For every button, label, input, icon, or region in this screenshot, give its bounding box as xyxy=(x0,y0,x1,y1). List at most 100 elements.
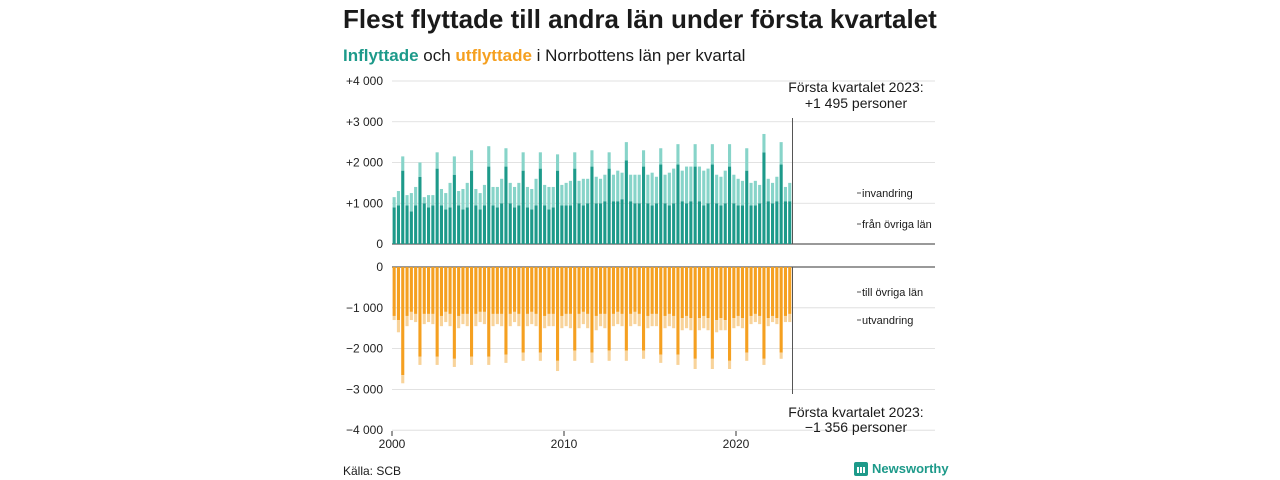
bar-out-lan xyxy=(513,267,517,312)
bar-out-utvandring xyxy=(603,313,607,329)
bar-in-lan xyxy=(624,160,628,244)
bar-out-utvandring xyxy=(392,315,396,321)
bar-out-utvandring xyxy=(543,315,547,329)
label-invandring: invandring xyxy=(862,188,913,200)
bar-in-invandring xyxy=(448,182,452,208)
bar-in-lan xyxy=(629,201,633,244)
bar-out-lan xyxy=(560,267,564,316)
bar-out-utvandring xyxy=(607,350,611,361)
bar-in-lan xyxy=(530,209,534,244)
bar-out-utvandring xyxy=(745,352,749,361)
bar-in-lan xyxy=(431,205,435,244)
bar-in-invandring xyxy=(500,178,504,204)
bar-out-utvandring xyxy=(611,313,615,327)
bar-out-utvandring xyxy=(667,313,671,327)
bar-out-utvandring xyxy=(495,313,499,325)
bar-in-lan xyxy=(396,205,400,244)
bar-in-lan xyxy=(461,209,465,244)
bar-in-invandring xyxy=(766,178,770,202)
bar-out-lan xyxy=(728,267,732,361)
bar-in-lan xyxy=(672,203,676,244)
bar-in-lan xyxy=(448,207,452,244)
bar-out-utvandring xyxy=(616,311,620,325)
bar-in-invandring xyxy=(405,195,409,206)
bar-out-lan xyxy=(740,267,744,318)
bar-out-lan xyxy=(736,267,740,316)
bar-out-utvandring xyxy=(693,358,697,369)
bar-in-lan xyxy=(422,203,426,244)
bar-in-invandring xyxy=(762,133,766,153)
bar-out-utvandring xyxy=(766,318,770,327)
bar-out-utvandring xyxy=(736,315,740,327)
bar-in-lan xyxy=(659,164,663,244)
bar-out-utvandring xyxy=(500,313,504,327)
bar-in-lan xyxy=(783,201,787,244)
bar-in-invandring xyxy=(745,148,749,171)
bar-out-utvandring xyxy=(551,313,555,327)
bar-out-lan xyxy=(702,267,706,316)
bar-out-lan xyxy=(461,267,465,314)
bar-in-invandring xyxy=(444,193,448,210)
bar-out-lan xyxy=(706,267,710,318)
bar-out-utvandring xyxy=(581,311,585,325)
bar-out-utvandring xyxy=(749,315,753,325)
bar-out-utvandring xyxy=(457,315,461,329)
bar-in-invandring xyxy=(474,188,478,206)
x-tick-label: 2010 xyxy=(551,437,578,451)
bar-in-lan xyxy=(633,203,637,244)
bar-in-invandring xyxy=(654,176,658,204)
subtitle-inflyttade: Inflyttade xyxy=(343,46,419,65)
bar-out-utvandring xyxy=(594,315,598,331)
bar-out-utvandring xyxy=(568,313,572,329)
bar-in-lan xyxy=(693,166,697,244)
bar-in-invandring xyxy=(633,174,637,204)
bar-in-lan xyxy=(620,199,624,244)
bar-out-lan xyxy=(517,267,521,314)
bar-out-utvandring xyxy=(654,313,658,327)
bar-out-utvandring xyxy=(706,318,710,331)
bar-in-invandring xyxy=(599,178,603,204)
x-tick-label: 2000 xyxy=(379,437,406,451)
bar-in-lan xyxy=(771,203,775,244)
bar-in-lan xyxy=(491,205,495,244)
bar-in-lan xyxy=(740,205,744,244)
bar-in-invandring xyxy=(556,154,560,171)
top-y-tick-label: +3 000 xyxy=(346,115,383,129)
bar-out-utvandring xyxy=(564,313,568,327)
bar-in-invandring xyxy=(749,182,753,206)
bar-in-invandring xyxy=(642,150,646,167)
bar-in-invandring xyxy=(551,186,555,208)
bar-out-lan xyxy=(689,267,693,318)
bar-in-lan xyxy=(732,203,736,244)
bar-out-lan xyxy=(590,267,594,353)
bar-in-lan xyxy=(414,205,418,244)
bar-out-lan xyxy=(581,267,585,312)
bar-out-lan xyxy=(414,267,418,314)
bar-out-lan xyxy=(457,267,461,316)
bar-out-utvandring xyxy=(452,358,456,367)
bar-in-invandring xyxy=(723,170,727,204)
bar-out-lan xyxy=(487,267,491,357)
bar-in-invandring xyxy=(710,144,714,165)
bar-out-utvandring xyxy=(422,313,426,325)
bar-out-utvandring xyxy=(659,354,663,363)
bar-out-utvandring xyxy=(758,315,762,325)
bar-out-utvandring xyxy=(478,311,482,323)
bottom-y-tick-label: −2 000 xyxy=(346,342,383,356)
bar-out-lan xyxy=(753,267,757,314)
bar-out-lan xyxy=(444,267,448,312)
bar-in-invandring xyxy=(594,176,598,204)
bar-out-utvandring xyxy=(414,313,418,323)
bar-in-lan xyxy=(465,207,469,244)
bar-out-lan xyxy=(783,267,787,316)
bar-in-invandring xyxy=(495,186,499,208)
bar-out-utvandring xyxy=(418,356,422,365)
bar-in-invandring xyxy=(409,193,413,212)
bar-in-invandring xyxy=(779,142,783,165)
bar-out-utvandring xyxy=(689,318,693,331)
bar-out-utvandring xyxy=(534,313,538,327)
bar-out-lan xyxy=(685,267,689,316)
bar-in-lan xyxy=(749,205,753,244)
bottom-y-tick-label: −1 000 xyxy=(346,301,383,315)
bar-out-lan xyxy=(491,267,495,314)
